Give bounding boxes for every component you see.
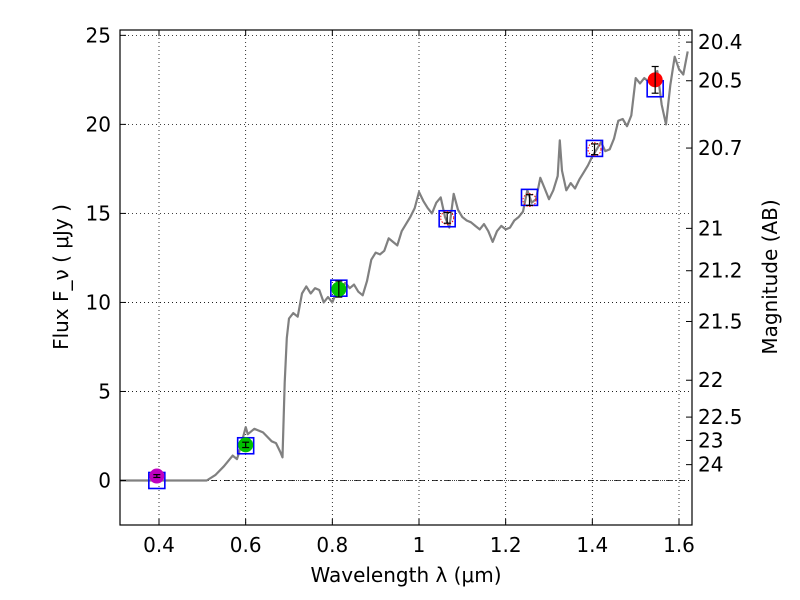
obs-r bbox=[238, 437, 254, 453]
axis-ticks bbox=[120, 30, 692, 525]
sed-model-curve bbox=[120, 51, 689, 482]
photometry-marker bbox=[522, 193, 537, 208]
x-axis-label: Wavelength λ (μm) bbox=[310, 563, 501, 587]
obs-y bbox=[440, 210, 455, 225]
y-tick-label: 0 bbox=[98, 468, 111, 492]
right-tick-label: 21.2 bbox=[698, 259, 743, 283]
right-tick-label: 24 bbox=[698, 453, 723, 477]
y-tick-labels: 0 5 10 15 20 25 bbox=[86, 23, 111, 492]
y-axis-label-left: Flux F_ν ( μJy ) bbox=[49, 204, 73, 350]
x-tick-label: 0.4 bbox=[143, 533, 175, 557]
photometry-points bbox=[149, 65, 663, 484]
x-tick-label: 1.4 bbox=[576, 533, 608, 557]
y-tick-label: 10 bbox=[86, 290, 111, 314]
right-tick-label: 22 bbox=[698, 368, 723, 392]
right-tick-label: 22.5 bbox=[698, 405, 743, 429]
obs-i bbox=[331, 280, 347, 298]
right-tick-label: 20.5 bbox=[698, 69, 743, 93]
sed-model-layer bbox=[120, 51, 689, 482]
model-box-y bbox=[438, 209, 456, 228]
right-tick-label: 21.5 bbox=[698, 309, 743, 333]
obs-u bbox=[149, 468, 165, 484]
photometry-marker bbox=[440, 210, 455, 225]
x-tick-label: 0.8 bbox=[316, 533, 348, 557]
x-tick-label: 1.6 bbox=[663, 533, 695, 557]
right-tick-label: 21 bbox=[698, 216, 723, 240]
grid bbox=[120, 30, 692, 525]
model-box-jh bbox=[585, 139, 604, 158]
x-tick-label: 1.2 bbox=[490, 533, 522, 557]
photometry-marker bbox=[587, 142, 602, 157]
y-axis-label-right: Magnitude (AB) bbox=[758, 199, 782, 354]
y-tick-label: 15 bbox=[86, 201, 111, 225]
x-tick-label: 0.6 bbox=[230, 533, 262, 557]
right-tick-label: 20.4 bbox=[698, 30, 743, 54]
x-tick-label: 1 bbox=[413, 533, 426, 557]
x-tick-labels: 0.4 0.6 0.8 1 1.2 1.4 1.6 bbox=[143, 533, 695, 557]
model-boxes bbox=[148, 79, 664, 490]
y-tick-label: 20 bbox=[86, 112, 111, 136]
obs-j bbox=[522, 193, 537, 208]
plot-frame bbox=[119, 29, 693, 526]
right-tick-label: 20.7 bbox=[698, 136, 743, 160]
y-tick-label: 5 bbox=[98, 379, 111, 403]
y-tick-label: 25 bbox=[86, 23, 111, 47]
right-tick-label: 23 bbox=[698, 428, 723, 452]
obs-h bbox=[647, 65, 663, 94]
obs-jh bbox=[587, 142, 602, 157]
